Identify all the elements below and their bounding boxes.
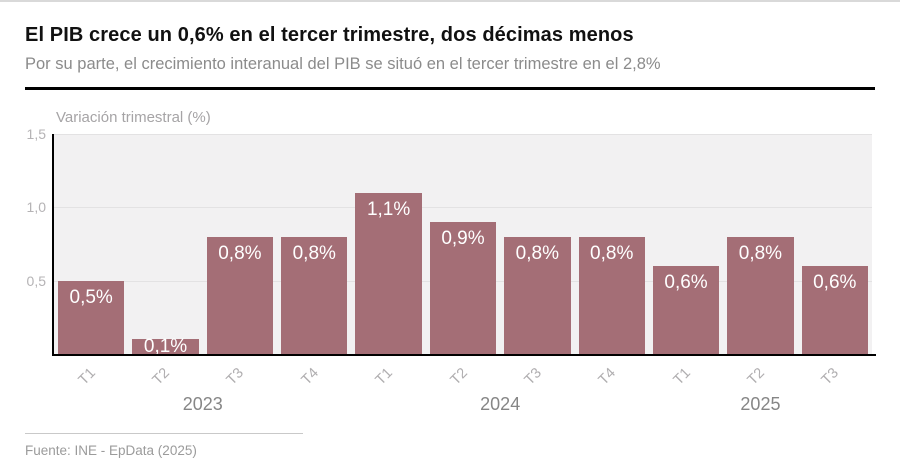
year-label: 2024	[480, 394, 521, 414]
bar[interactable]: 0,8%	[281, 236, 348, 354]
year-group-labels: 2023 2024 2025	[54, 394, 872, 415]
bar-slot: 0,8%	[575, 134, 649, 354]
x-axis-line	[52, 354, 876, 356]
bar-value-label: 0,8%	[738, 242, 783, 264]
x-tick-label: T1	[372, 365, 397, 389]
bar-value-label: 1,1%	[366, 198, 411, 220]
y-tick-label: 1,0	[26, 199, 46, 216]
bar-slot: 0,8%	[500, 134, 574, 354]
x-tick-slot: T3	[500, 359, 574, 395]
bar-value-label: 0,8%	[292, 242, 336, 264]
chart-title: El PIB crece un 0,6% en el tercer trimes…	[25, 24, 634, 46]
bar-slot: 0,9%	[426, 134, 500, 354]
bar-value-label: 0,8%	[218, 242, 262, 264]
x-tick-slot: T3	[798, 359, 872, 395]
header-divider	[25, 87, 875, 90]
y-tick-label: 0,5	[26, 272, 46, 289]
x-tick-slot: T3	[203, 359, 277, 395]
bar[interactable]: 0,1%	[132, 336, 199, 357]
bar[interactable]: 0,8%	[727, 236, 794, 354]
x-tick-label: T2	[744, 365, 768, 389]
bar[interactable]: 0,5%	[58, 280, 125, 354]
bar-value-label: 0,8%	[590, 242, 634, 264]
bar[interactable]: 0,9%	[429, 222, 497, 354]
bar-value-label: 0,8%	[515, 242, 559, 264]
bar[interactable]: 0,6%	[801, 266, 868, 354]
x-tick-label: T3	[818, 365, 843, 389]
bar[interactable]: 1,1%	[355, 192, 422, 354]
x-tick-slot: T2	[426, 359, 500, 395]
bar[interactable]: 0,8%	[504, 236, 571, 354]
bar-value-label: 0,9%	[441, 228, 485, 249]
x-tick-slot: T4	[575, 359, 649, 395]
bar-value-label: 0,6%	[664, 272, 708, 293]
bar-slot: 0,6%	[798, 134, 872, 354]
bars-container: 0,5% 0,1% 0,8% 0,8% 1,1% 0,9% 0,8% 0,8% 0,6% 0,8%…	[54, 134, 872, 357]
bar[interactable]: 0,8%	[206, 236, 274, 354]
y-axis-line	[52, 134, 54, 356]
chart-subtitle: Por su parte, el crecimiento interanual …	[25, 55, 661, 73]
x-tick-label: T1	[670, 365, 694, 389]
bar-slot: 0,8%	[723, 134, 797, 354]
gridline	[54, 134, 872, 135]
x-tick-label: T1	[75, 365, 99, 389]
plot-area: 0,5% 0,1% 0,8% 0,8% 1,1% 0,9% 0,8% 0,8% 0,6% 0,8%…	[54, 134, 872, 357]
bar-slot: 1,1%	[351, 134, 425, 354]
bar-slot: 0,8%	[277, 134, 351, 354]
bar-value-label: 0,1%	[143, 336, 188, 358]
year-label: 2025	[740, 394, 781, 414]
x-tick-slot: T1	[351, 359, 425, 395]
bar[interactable]: 0,8%	[578, 236, 645, 354]
bar-value-label: 0,5%	[69, 286, 113, 308]
gridline	[54, 207, 872, 209]
bar-value-label: 0,6%	[813, 272, 857, 293]
year-label: 2023	[182, 394, 223, 414]
x-tick-label: T3	[224, 365, 248, 389]
x-tick-label: T4	[595, 365, 620, 389]
bar-slot: 0,5%	[54, 134, 128, 354]
x-tick-slot: T1	[54, 359, 128, 395]
x-tick-label: T2	[149, 365, 173, 389]
x-tick-label: T2	[447, 365, 471, 389]
footer-rule	[25, 433, 303, 434]
y-axis-title: Variación trimestral (%)	[56, 109, 211, 126]
x-axis-labels: T1 T2 T3 T4 T1 T2 T3 T4 T1 T2 T3	[54, 359, 872, 395]
bar-slot: 0,8%	[203, 134, 277, 354]
x-tick-label: T3	[521, 365, 545, 389]
x-tick-slot: T2	[128, 359, 202, 395]
y-tick-label: 1,5	[26, 126, 46, 142]
bar[interactable]: 0,6%	[652, 266, 720, 354]
x-tick-slot: T2	[723, 359, 797, 395]
bar-slot: 0,1%	[128, 134, 202, 357]
x-tick-slot: T4	[277, 359, 351, 395]
source-credit: Fuente: INE - EpData (2025)	[25, 443, 197, 458]
bar-slot: 0,6%	[649, 134, 723, 354]
x-tick-slot: T1	[649, 359, 723, 395]
x-tick-label: T4	[298, 365, 322, 389]
